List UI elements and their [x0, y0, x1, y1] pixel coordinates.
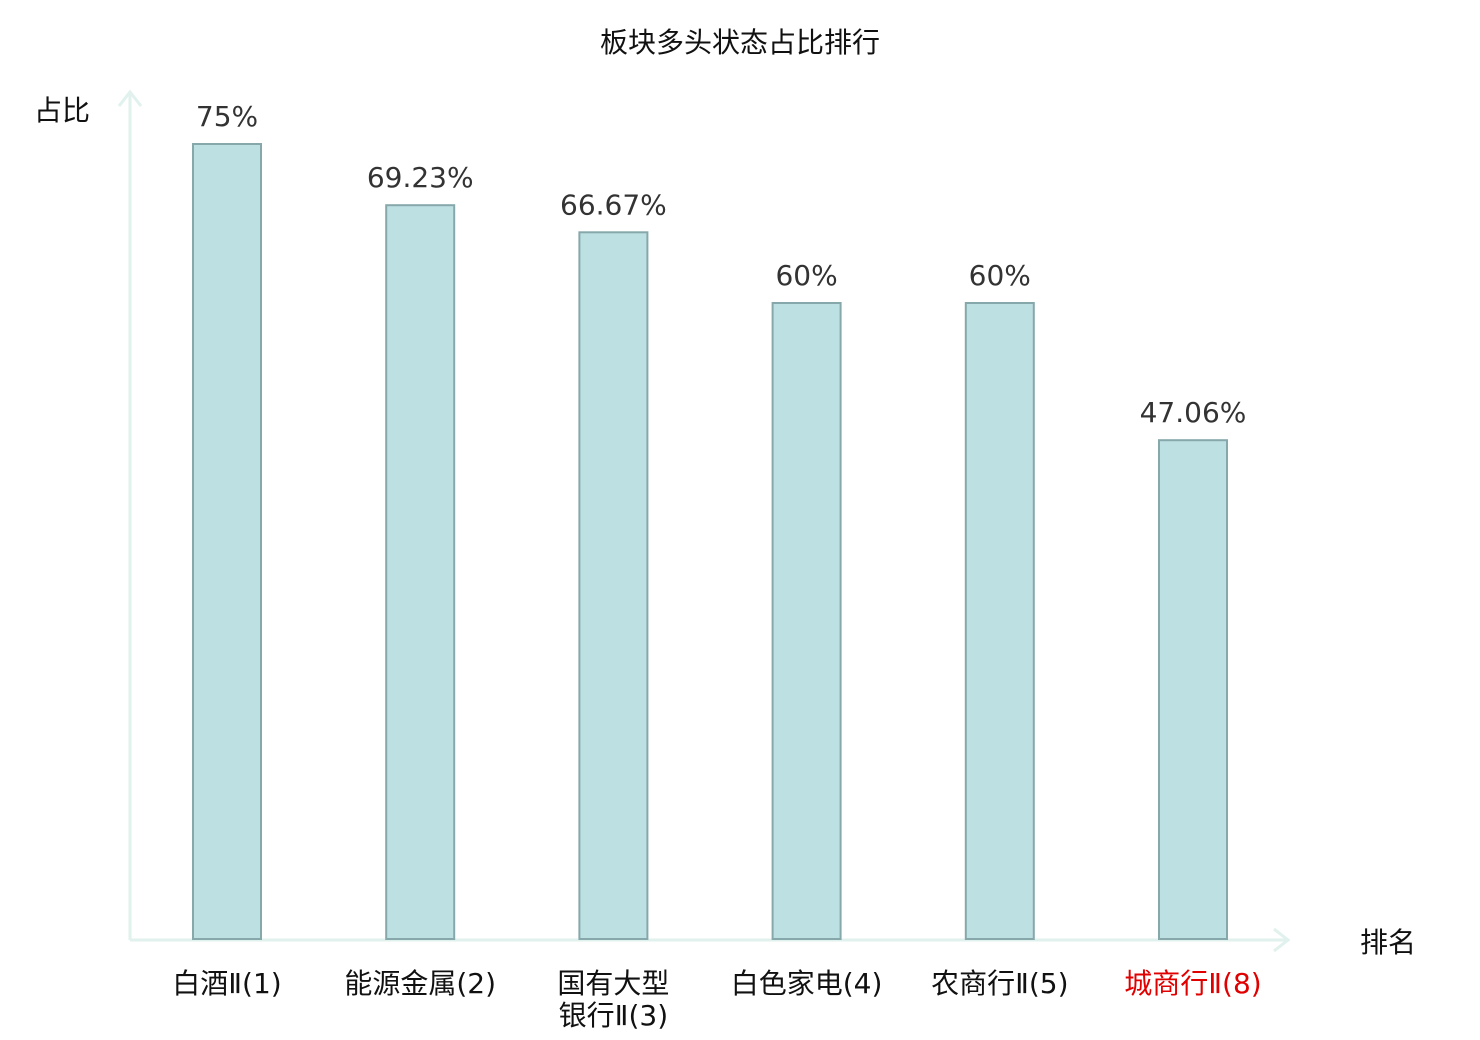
category-labels-group: 白酒Ⅱ(1) 能源金属(2) 国有大型银行Ⅱ(3) 白色家电(4) 农商行Ⅱ(5) 城商行… [172, 967, 1261, 1032]
category-label-line: 白色家电(4) [731, 967, 883, 1000]
category-label-4: 白色家电(4) [731, 967, 883, 1000]
category-label-2: 能源金属(2) [344, 967, 496, 1000]
category-label-3: 国有大型银行Ⅱ(3) [557, 967, 669, 1032]
bar-4 [771, 302, 842, 940]
category-label-line: 农商行Ⅱ(5) [931, 967, 1068, 1000]
y-axis-label: 占比 [34, 94, 90, 127]
bar-2 [385, 204, 456, 940]
value-label-5: 60% [969, 259, 1031, 292]
category-label-6: 城商行Ⅱ(8) [1124, 967, 1261, 1000]
value-label-3: 66.67% [560, 188, 667, 221]
bars-group [192, 143, 1228, 941]
category-label-5: 农商行Ⅱ(5) [931, 967, 1068, 1000]
y-axis-arrow [117, 89, 143, 107]
category-label-1: 白酒Ⅱ(1) [172, 967, 281, 1000]
category-label-line: 银行Ⅱ(3) [559, 999, 668, 1032]
bar-1 [192, 143, 262, 940]
value-label-1: 75% [196, 100, 258, 133]
bar-5 [964, 302, 1035, 940]
bar-3 [578, 231, 649, 941]
value-label-2: 69.23% [367, 161, 474, 194]
category-label-line: 白酒Ⅱ(1) [172, 967, 281, 1000]
category-label-line: 能源金属(2) [344, 967, 496, 1000]
bar-6 [1158, 439, 1228, 940]
chart-title: 板块多头状态占比排行 [600, 26, 880, 59]
value-labels-group: 75% 69.23% 66.67% 60% 60% 47.06% [196, 100, 1247, 429]
value-label-6: 47.06% [1140, 396, 1247, 429]
value-label-4: 60% [775, 259, 837, 292]
category-label-line: 国有大型 [557, 967, 669, 1000]
x-axis-arrow [1273, 927, 1291, 953]
x-axis-label: 排名 [1360, 926, 1416, 959]
category-label-line: 城商行Ⅱ(8) [1124, 967, 1261, 1000]
